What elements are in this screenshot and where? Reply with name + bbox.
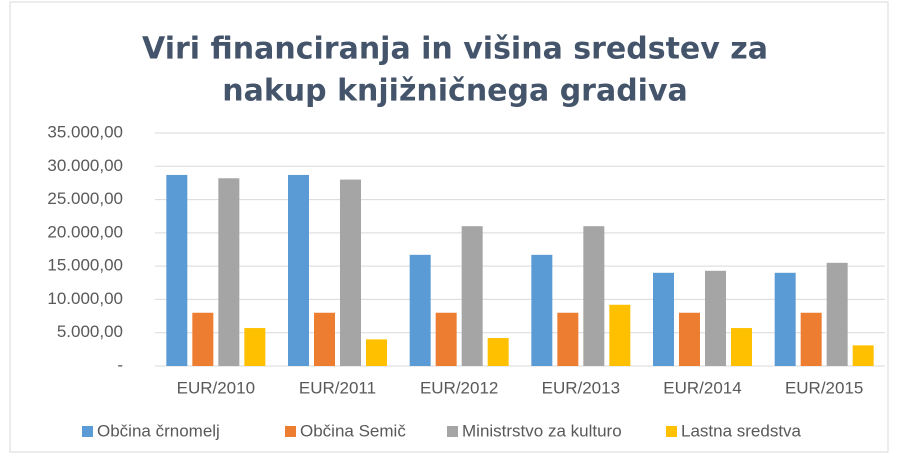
bar [800,312,822,366]
bar [826,262,848,366]
legend-label: Občina Semič [300,421,406,440]
legend-swatch [285,426,296,437]
bar [340,179,361,366]
y-tick-label: 35.000,00 [47,122,123,141]
x-tick-label: EUR/2013 [542,378,620,397]
bar [461,226,483,366]
bar [852,345,874,366]
legend-label: Občina črnomelj [97,421,220,440]
legend-label: Ministrstvo za kulturo [462,421,622,440]
bar [166,174,188,366]
legend-swatch [82,426,93,437]
y-tick-label: 15.000,00 [47,256,123,275]
y-tick-label: - [117,355,123,374]
bar [192,312,214,366]
bar [705,270,726,366]
bar [288,174,309,366]
y-tick-label: 25.000,00 [47,189,123,208]
bar [435,312,457,366]
x-tick-label: EUR/2010 [177,378,255,397]
x-tick-label: EUR/2011 [299,378,376,397]
x-tick-label: EUR/2015 [785,378,863,397]
bar [314,312,335,366]
bar [774,272,796,366]
bar [366,339,387,366]
bar [487,338,509,366]
bar [653,272,674,366]
bar [583,226,605,366]
legend-swatch [666,426,677,437]
y-tick-label: 20.000,00 [47,222,123,241]
bar [679,312,700,366]
bar [731,328,752,366]
legend-label: Lastna sredstva [681,421,802,440]
chart-title: Viri financiranja in višina sredstev za [142,32,768,67]
bar [218,178,240,366]
bar [609,304,631,366]
y-tick-label: 30.000,00 [47,156,123,175]
chart-frame [9,1,889,453]
chart-title: nakup knjižničnega gradiva [222,74,688,109]
y-tick-label: 5.000,00 [57,322,123,341]
y-tick-label: 10.000,00 [47,289,123,308]
x-tick-label: EUR/2014 [663,378,741,397]
bar [244,328,266,366]
legend-swatch [447,426,458,437]
bar [409,254,431,366]
bar [557,312,579,366]
x-tick-label: EUR/2012 [420,378,498,397]
bar [531,254,553,366]
